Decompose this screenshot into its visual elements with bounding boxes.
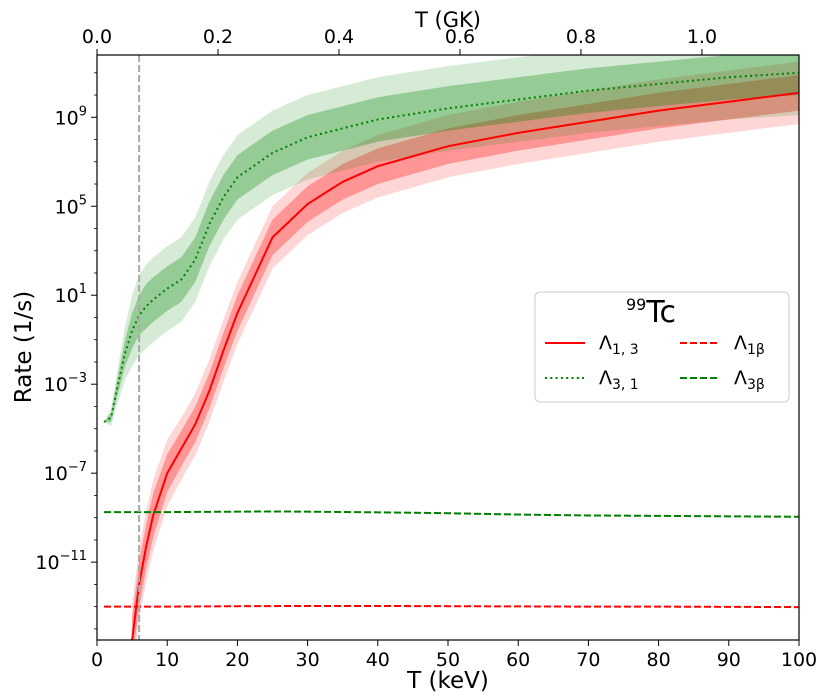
series-lines: [103, 55, 799, 640]
top-axis-ticks: 0.0 0.2 0.4 0.6 0.8 1.0: [82, 26, 717, 55]
band-inner-0: [132, 75, 799, 640]
x-tick-label: 100: [781, 649, 817, 671]
legend-title: 99Tc: [626, 295, 676, 330]
y-axis-label: Rate (1/s): [11, 291, 37, 403]
x-tick-label: 30: [296, 649, 320, 671]
top-tick-label: 1.0: [687, 26, 717, 48]
top-tick-label: 0.2: [203, 26, 233, 48]
band-inner-1: [104, 55, 799, 423]
x-tick-label: 90: [717, 649, 741, 671]
y-tick-label: 105: [55, 193, 87, 218]
series-line-1: [103, 71, 799, 423]
series-line-3: [104, 510, 799, 518]
y-tick-label: 10−11: [35, 549, 87, 574]
x-tick-label: 70: [576, 649, 600, 671]
y-axis-ticks: 10−11 10−7 10−3 101 105 109: [35, 72, 97, 630]
x-axis-label: T (keV): [406, 668, 489, 694]
series-line-2: [104, 604, 799, 609]
y-tick-label: 10−7: [44, 460, 87, 485]
x-tick-label: 80: [647, 649, 671, 671]
band-outer-0: [132, 61, 799, 640]
series-line-0: [131, 91, 799, 640]
x-tick-label: 20: [225, 649, 249, 671]
x-tick-label: 50: [436, 649, 460, 671]
legend-title-main: Tc: [645, 295, 676, 330]
x-tick-label: 60: [506, 649, 530, 671]
legend-box: [534, 291, 790, 403]
band-outer-1: [104, 55, 799, 427]
top-tick-label: 0.4: [324, 26, 354, 48]
x-tick-label: 40: [366, 649, 390, 671]
x-tick-label: 10: [155, 649, 179, 671]
legend-label-1: Λ3, 1: [599, 367, 639, 393]
y-tick-label: 109: [55, 104, 87, 129]
top-axis-label: T (GK): [414, 8, 481, 32]
top-tick-label: 0.6: [445, 26, 475, 48]
legend-title-sup: 99: [626, 295, 646, 314]
x-tick-label: 0: [91, 649, 103, 671]
legend-label-0: Λ1, 3: [599, 332, 639, 358]
top-tick-label: 0.0: [82, 26, 112, 48]
x-axis-ticks: 0 10 20 30 40 50 60 70 80 90 100: [91, 640, 817, 671]
uncertainty-bands: [104, 55, 799, 640]
top-tick-label: 0.8: [566, 26, 596, 48]
legend-label-3: Λ3β: [734, 367, 765, 393]
legend: 99Tc Λ1, 3 Λ3, 1 Λ1β Λ3β: [534, 291, 790, 403]
y-tick-label: 101: [55, 282, 87, 307]
y-tick-label: 10−3: [44, 371, 87, 396]
legend-label-2: Λ1β: [734, 332, 765, 358]
